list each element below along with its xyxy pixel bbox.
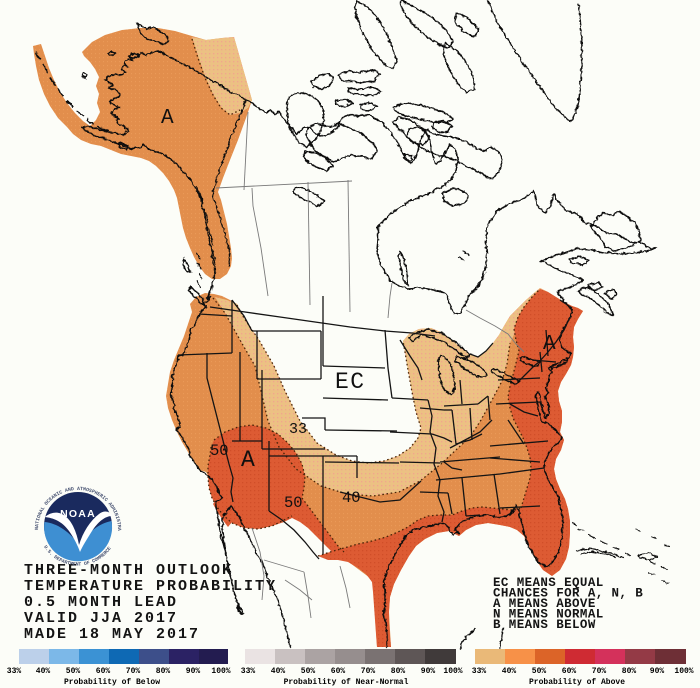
svg-text:33%: 33% <box>7 667 22 676</box>
svg-text:70%: 70% <box>592 667 607 676</box>
svg-text:33: 33 <box>289 421 307 438</box>
svg-text:N MEANS NORMAL: N MEANS NORMAL <box>493 608 604 622</box>
svg-text:70%: 70% <box>126 667 141 676</box>
svg-text:A: A <box>543 333 556 356</box>
svg-text:NOAA: NOAA <box>60 508 96 520</box>
svg-text:40%: 40% <box>271 667 286 676</box>
svg-text:Probability of Near-Normal: Probability of Near-Normal <box>284 678 409 687</box>
svg-text:Probability of Above: Probability of Above <box>529 678 625 687</box>
svg-text:50: 50 <box>284 494 303 512</box>
svg-text:100%: 100% <box>443 667 462 676</box>
svg-text:80%: 80% <box>391 667 406 676</box>
svg-text:A MEANS ABOVE: A MEANS ABOVE <box>493 597 596 611</box>
svg-text:MADE 18 MAY 2017: MADE 18 MAY 2017 <box>24 626 200 643</box>
svg-text:EC: EC <box>335 369 366 395</box>
svg-text:Probability of Below: Probability of Below <box>64 678 160 687</box>
svg-text:80%: 80% <box>622 667 637 676</box>
svg-text:50%: 50% <box>532 667 547 676</box>
svg-text:TEMPERATURE PROBABILITY: TEMPERATURE PROBABILITY <box>24 578 277 595</box>
svg-text:50%: 50% <box>301 667 316 676</box>
svg-text:50%: 50% <box>66 667 81 676</box>
svg-text:33%: 33% <box>241 667 256 676</box>
svg-text:EC MEANS EQUAL: EC MEANS EQUAL <box>493 576 604 590</box>
svg-text:90%: 90% <box>186 667 201 676</box>
svg-text:A: A <box>241 447 255 473</box>
svg-text:60%: 60% <box>331 667 346 676</box>
svg-text:100%: 100% <box>211 667 230 676</box>
svg-text:CHANCES FOR A, N, B: CHANCES FOR A, N, B <box>493 587 643 601</box>
svg-text:A: A <box>161 107 174 130</box>
svg-text:60%: 60% <box>96 667 111 676</box>
svg-text:90%: 90% <box>421 667 436 676</box>
svg-text:40%: 40% <box>502 667 517 676</box>
svg-text:0.5 MONTH LEAD: 0.5 MONTH LEAD <box>24 594 178 611</box>
svg-text:33%: 33% <box>472 667 487 676</box>
svg-text:THREE-MONTH OUTLOOK: THREE-MONTH OUTLOOK <box>24 562 233 579</box>
svg-text:90%: 90% <box>650 667 665 676</box>
svg-text:50: 50 <box>210 442 229 460</box>
svg-text:70%: 70% <box>361 667 376 676</box>
svg-text:40: 40 <box>342 489 361 507</box>
svg-text:40%: 40% <box>36 667 51 676</box>
svg-text:B MEANS BELOW: B MEANS BELOW <box>493 618 596 632</box>
svg-text:60%: 60% <box>562 667 577 676</box>
svg-text:100%: 100% <box>674 667 693 676</box>
svg-text:VALID JJA 2017: VALID JJA 2017 <box>24 610 178 627</box>
svg-text:80%: 80% <box>156 667 171 676</box>
